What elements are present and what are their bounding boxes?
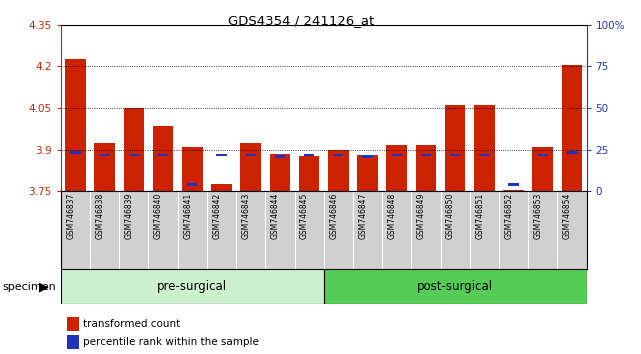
Bar [182, 147, 203, 191]
Bar [67, 335, 79, 349]
Text: GSM746838: GSM746838 [96, 193, 104, 239]
Text: GSM746854: GSM746854 [563, 193, 572, 239]
Text: GSM746847: GSM746847 [358, 193, 367, 239]
Bar [479, 154, 490, 156]
Bar [299, 156, 319, 191]
Text: percentile rank within the sample: percentile rank within the sample [83, 337, 259, 347]
Bar [153, 126, 173, 191]
Bar [503, 190, 524, 191]
Bar [65, 59, 86, 191]
Bar [474, 105, 495, 191]
Bar [415, 145, 436, 191]
Bar [67, 317, 79, 331]
Bar [99, 154, 110, 156]
Text: GSM746837: GSM746837 [67, 193, 76, 239]
Text: GSM746842: GSM746842 [213, 193, 222, 239]
Bar [445, 105, 465, 191]
Bar [450, 154, 460, 156]
Bar [240, 143, 261, 191]
Text: ▶: ▶ [38, 280, 49, 293]
Bar [71, 151, 81, 154]
Bar [129, 154, 139, 156]
Text: pre-surgical: pre-surgical [157, 280, 228, 293]
Bar [567, 151, 577, 154]
Bar [324, 269, 587, 304]
Bar [508, 183, 519, 185]
Text: GDS4354 / 241126_at: GDS4354 / 241126_at [228, 14, 374, 27]
Bar [420, 154, 431, 156]
Text: GSM746853: GSM746853 [534, 193, 543, 239]
Text: GSM746851: GSM746851 [476, 193, 485, 239]
Text: GSM746844: GSM746844 [271, 193, 280, 239]
Bar [212, 184, 232, 191]
Text: GSM746849: GSM746849 [417, 193, 426, 239]
Bar [392, 154, 402, 156]
Bar [333, 154, 344, 156]
Bar [538, 154, 548, 156]
Bar [387, 145, 407, 191]
Text: transformed count: transformed count [83, 319, 181, 329]
Bar [61, 269, 324, 304]
Text: specimen: specimen [2, 282, 56, 292]
Text: GSM746845: GSM746845 [300, 193, 309, 239]
Text: GSM746843: GSM746843 [242, 193, 251, 239]
Text: GSM746848: GSM746848 [388, 193, 397, 239]
Bar [304, 154, 314, 156]
Bar [187, 183, 197, 185]
Text: GSM746846: GSM746846 [329, 193, 338, 239]
Bar [217, 154, 227, 156]
Bar [562, 65, 582, 191]
Bar [124, 108, 144, 191]
Bar [94, 143, 115, 191]
Text: GSM746841: GSM746841 [183, 193, 192, 239]
Text: GSM746852: GSM746852 [504, 193, 513, 239]
Text: post-surgical: post-surgical [417, 280, 493, 293]
Text: GSM746839: GSM746839 [125, 193, 134, 239]
Bar [158, 154, 168, 156]
Bar [270, 154, 290, 191]
Text: GSM746840: GSM746840 [154, 193, 163, 239]
Bar [275, 155, 285, 158]
Bar [328, 149, 349, 191]
Text: GSM746850: GSM746850 [446, 193, 455, 239]
Bar [246, 154, 256, 156]
Bar [362, 155, 372, 158]
Bar [357, 155, 378, 191]
Bar [533, 147, 553, 191]
